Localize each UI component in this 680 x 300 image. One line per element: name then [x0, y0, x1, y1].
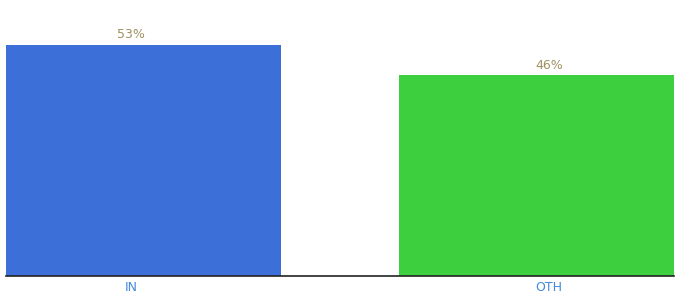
Text: 53%: 53% — [117, 28, 145, 41]
Bar — [398, 75, 680, 276]
Bar — [0, 45, 282, 276]
Text: 46%: 46% — [535, 59, 563, 72]
